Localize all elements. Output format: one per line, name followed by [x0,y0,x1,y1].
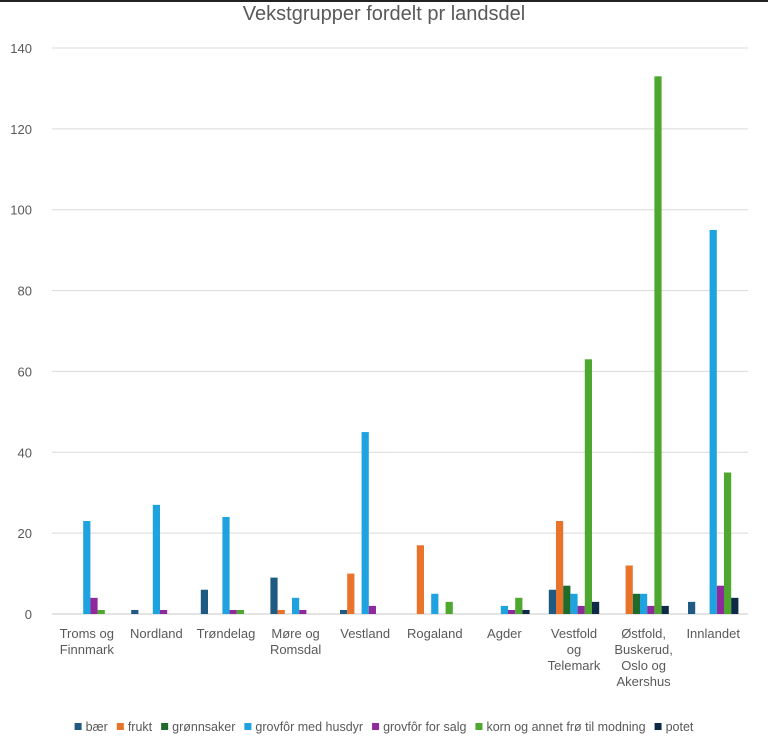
bar-grovfôr-for-salg-8 [647,605,655,614]
bar-bær-1 [131,609,139,614]
legend-swatch-5 [475,723,483,730]
bar-frukt-3 [277,609,285,614]
x-tick-label-line: Romsdal [270,642,321,657]
bar-grovfôr-med-husdyr-8 [640,593,648,614]
legend-label-1: frukt [128,720,153,734]
bar-grovfôr-for-salg-1 [160,609,168,614]
legend-swatch-0 [74,723,82,730]
y-tick-label-80: 80 [18,284,32,299]
x-tick-label-7: Vestfold og Telemark [548,626,601,673]
legend-label-3: grovfôr med husdyr [255,720,363,734]
y-tick-label-140: 140 [10,41,32,56]
x-tick-label-line: Trøndelag [197,626,256,641]
bar-grovfôr-for-salg-7 [577,605,585,614]
x-tick-label-line: og [567,642,581,657]
bar-korn-og-annet-frø-til-modning-2 [236,609,244,614]
x-tick-label-line: Rogaland [407,626,463,641]
bar-potet-8 [661,605,669,614]
bar-potet-9 [731,597,739,614]
bar-grovfôr-for-salg-6 [508,609,516,614]
bar-korn-og-annet-frø-til-modning-5 [445,601,453,614]
bar-grovfôr-for-salg-4 [368,605,376,614]
x-tick-label-line: Oslo og [621,658,666,673]
x-tick-label-line: Telemark [548,658,601,673]
x-tick-label-1: Nordland [130,626,183,641]
legend-swatch-4 [372,723,380,730]
bar-grønnsaker-8 [632,593,640,614]
x-tick-label-8: Østfold, Buskerud, Oslo og Akershus [614,626,673,689]
bar-grovfôr-for-salg-2 [229,609,237,614]
bar-korn-og-annet-frø-til-modning-0 [97,609,105,614]
bar-korn-og-annet-frø-til-modning-7 [584,359,592,614]
legend-label-2: grønnsaker [172,720,235,734]
x-tick-label-9: Innlandet [686,626,740,641]
legend-swatch-1 [116,723,124,730]
x-tick-label-line: Vestfold [551,626,597,641]
x-tick-label-line: Østfold, [621,626,666,641]
bar-bær-3 [270,577,278,614]
legend: bær frukt grønnsaker grovfôr med husdyr grov… [74,720,694,734]
bar-bær-9 [688,601,696,614]
x-tick-label-line: Agder [487,626,522,641]
bar-grovfôr-med-husdyr-5 [431,593,439,614]
x-tick-label-line: Nordland [130,626,183,641]
bar-grovfôr-med-husdyr-7 [570,593,578,614]
y-tick-label-0: 0 [25,607,32,622]
x-tick-label-3: Møre og Romsdal [270,626,321,657]
bar-frukt-7 [556,521,564,614]
bar-frukt-5 [416,545,424,614]
bar-grovfôr-med-husdyr-1 [152,504,160,614]
bar-korn-og-annet-frø-til-modning-8 [654,76,662,615]
bar-frukt-8 [625,565,633,614]
y-tick-label-100: 100 [10,203,32,218]
bar-grovfôr-for-salg-3 [299,609,307,614]
legend-swatch-3 [244,723,252,730]
x-tick-label-line: Akershus [616,674,671,689]
bar-bær-7 [548,589,556,614]
x-tick-label-line: Troms og [60,626,114,641]
bar-grovfôr-med-husdyr-6 [500,605,508,614]
bar-grovfôr-med-husdyr-2 [222,516,230,614]
bar-korn-og-annet-frø-til-modning-6 [515,597,523,614]
bar-potet-6 [522,609,530,614]
y-tick-label-20: 20 [18,526,32,541]
x-tick-label-5: Rogaland [407,626,463,641]
bar-grovfôr-med-husdyr-0 [83,521,91,614]
x-tick-label-line: Buskerud, [614,642,673,657]
x-tick-label-6: Agder [487,626,522,641]
x-tick-label-line: Vestland [340,626,390,641]
x-tick-label-2: Trøndelag [197,626,256,641]
y-tick-label-40: 40 [18,445,32,460]
bar-korn-og-annet-frø-til-modning-9 [724,472,732,614]
x-tick-label-line: Innlandet [686,626,740,641]
x-tick-label-line: Møre og [271,626,319,641]
x-tick-label-4: Vestland [340,626,390,641]
chart-title: Vekstgrupper fordelt pr landsdel [243,3,525,25]
legend-swatch-6 [654,723,662,730]
bar-grovfôr-for-salg-0 [90,597,98,614]
bar-grovfôr-med-husdyr-9 [709,229,717,614]
bar-grovfôr-med-husdyr-3 [292,597,300,614]
x-tick-label-0: Troms og Finnmark [60,626,115,657]
bar-grønnsaker-7 [563,585,571,614]
bar-grovfôr-for-salg-9 [716,585,724,614]
bar-potet-7 [592,601,600,614]
legend-label-0: bær [86,720,108,734]
bar-bær-4 [340,609,348,614]
x-tick-label-line: Finnmark [60,642,115,657]
legend-label-4: grovfôr for salg [383,720,466,734]
bar-bær-2 [200,589,208,614]
legend-swatch-2 [161,723,169,730]
bar-grovfôr-med-husdyr-4 [361,432,369,614]
bar-frukt-4 [347,573,355,614]
y-tick-label-120: 120 [10,122,32,137]
y-tick-label-60: 60 [18,364,32,379]
top-border-line [0,0,768,2]
legend-label-5: korn og annet frø til modning [486,720,645,734]
legend-label-6: potet [666,720,694,734]
